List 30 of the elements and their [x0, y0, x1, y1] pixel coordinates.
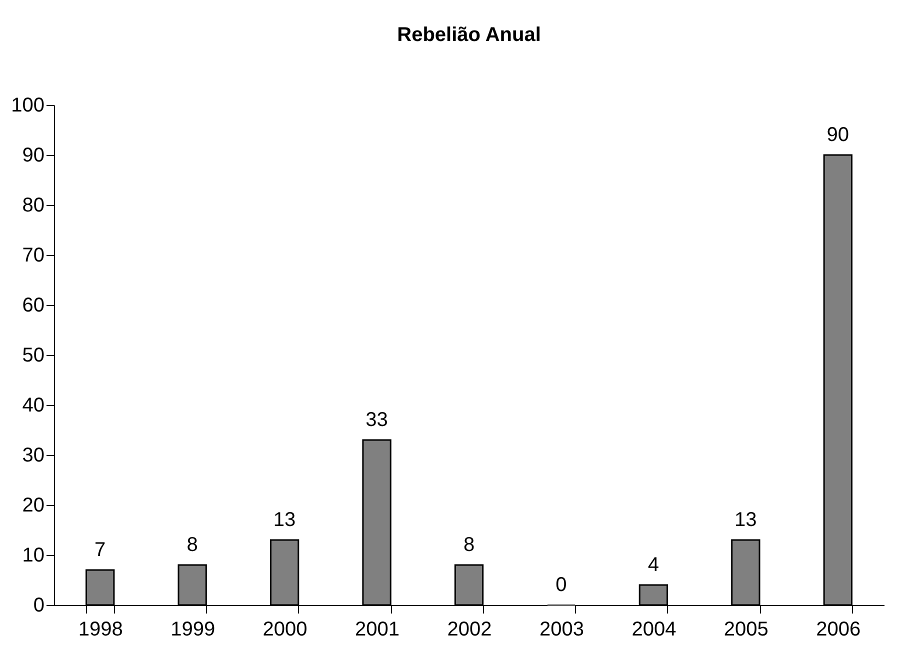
x-tick-label: 2000 — [262, 618, 308, 640]
data-label: 13 — [734, 509, 757, 531]
x-tick-label: 2001 — [355, 618, 400, 640]
chart-title: Rebelião Anual — [397, 24, 541, 46]
x-tick-label: 2004 — [632, 618, 676, 640]
y-tick-label: 10 — [22, 544, 44, 566]
data-label: 0 — [556, 574, 567, 596]
y-tick-label: 60 — [22, 294, 44, 316]
x-tick-label: 2002 — [447, 618, 492, 640]
x-tick-label: 2006 — [816, 618, 861, 640]
x-tick-label: 1998 — [78, 618, 123, 640]
y-tick-label: 70 — [22, 244, 44, 266]
data-label: 8 — [463, 534, 475, 556]
x-tick-label: 2005 — [724, 618, 768, 640]
y-tick-label: 100 — [11, 94, 44, 116]
y-tick-label: 0 — [33, 594, 44, 616]
y-tick-label: 90 — [22, 144, 44, 166]
data-label: 90 — [826, 124, 850, 146]
x-tick-label: 2003 — [539, 618, 584, 640]
data-label: 13 — [273, 509, 296, 531]
x-tick-label: 1999 — [170, 618, 216, 640]
y-tick-label: 50 — [22, 344, 44, 366]
data-label: 8 — [186, 534, 198, 556]
y-tick-label: 30 — [22, 444, 44, 466]
data-label: 33 — [366, 409, 388, 431]
y-tick-label: 20 — [22, 494, 44, 516]
y-tick-label: 80 — [22, 194, 44, 216]
data-label: 7 — [94, 539, 106, 561]
y-tick-label: 40 — [22, 394, 44, 416]
data-label: 4 — [648, 554, 660, 576]
